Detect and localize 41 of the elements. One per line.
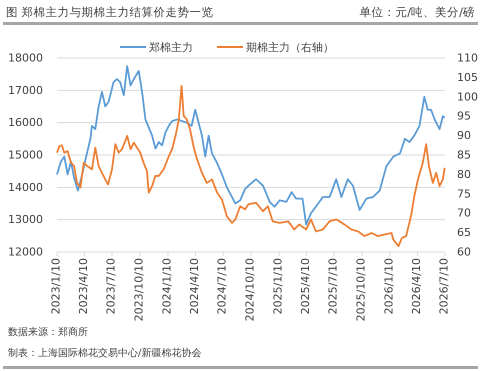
- x-tick-label: 2023/7/10: [104, 258, 118, 314]
- y2-tick-label: 95: [457, 110, 471, 123]
- x-tick-label: 2025/7/10: [326, 258, 340, 314]
- x-tick-label: 2025/10/10: [354, 258, 368, 322]
- x-tick-label: 2025/4/10: [298, 258, 312, 314]
- y2-tick-label: 65: [457, 226, 471, 240]
- line-series: [56, 65, 446, 226]
- x-tick-label: 2026/1/10: [382, 258, 396, 314]
- x-tick-label: 2023/4/10: [76, 258, 90, 314]
- y2-tick-label: 70: [457, 206, 471, 220]
- y-tick-label: 12000: [8, 246, 43, 259]
- y-tick-label: 16000: [8, 116, 43, 130]
- y-tick-label: 13000: [8, 213, 43, 226]
- y2-tick-label: 80: [457, 168, 471, 181]
- x-tick-label: 2024/7/10: [216, 258, 229, 314]
- y-tick-label: 15000: [8, 148, 43, 162]
- x-tick-label: 2024/10/10: [244, 258, 257, 322]
- source-note: 数据来源：郑商所: [8, 326, 88, 338]
- text: 制表：上海国际棉花交易中心/新疆棉花协会: [8, 347, 202, 359]
- legend-label: 郑棉主力: [149, 41, 193, 54]
- x-tick-label: 2026/7/10: [437, 258, 450, 314]
- y-tick-label: 14000: [8, 180, 43, 194]
- y2-tick-label: 110: [457, 52, 478, 65]
- y2-tick-label: 85: [457, 148, 471, 162]
- line-series: [56, 85, 446, 248]
- y2-tick-label: 90: [457, 129, 471, 142]
- text: 单位：元/吨、美分/磅: [359, 5, 475, 19]
- x-tick-label: 2023/10/10: [132, 258, 146, 322]
- y2-tick-label: 75: [457, 187, 471, 200]
- y-tick-label: 18000: [8, 52, 43, 65]
- y2-tick-label: 105: [457, 70, 478, 84]
- x-tick-label: 2025/1/10: [272, 258, 285, 314]
- legend-label: 期棉主力（右轴）: [246, 41, 334, 54]
- chart-title: 图 郑棉主力与期棉主力结算价走势一览: [6, 5, 214, 19]
- x-tick-label: 2024/1/10: [160, 258, 174, 314]
- y2-tick-label: 100: [457, 90, 478, 104]
- y2-tick-label: 60: [457, 246, 471, 259]
- x-tick-label: 2024/4/10: [188, 258, 202, 314]
- x-tick-label: 2023/1/10: [49, 258, 62, 314]
- x-tick-label: 2026/4/10: [410, 258, 423, 314]
- y-tick-label: 17000: [8, 84, 43, 97]
